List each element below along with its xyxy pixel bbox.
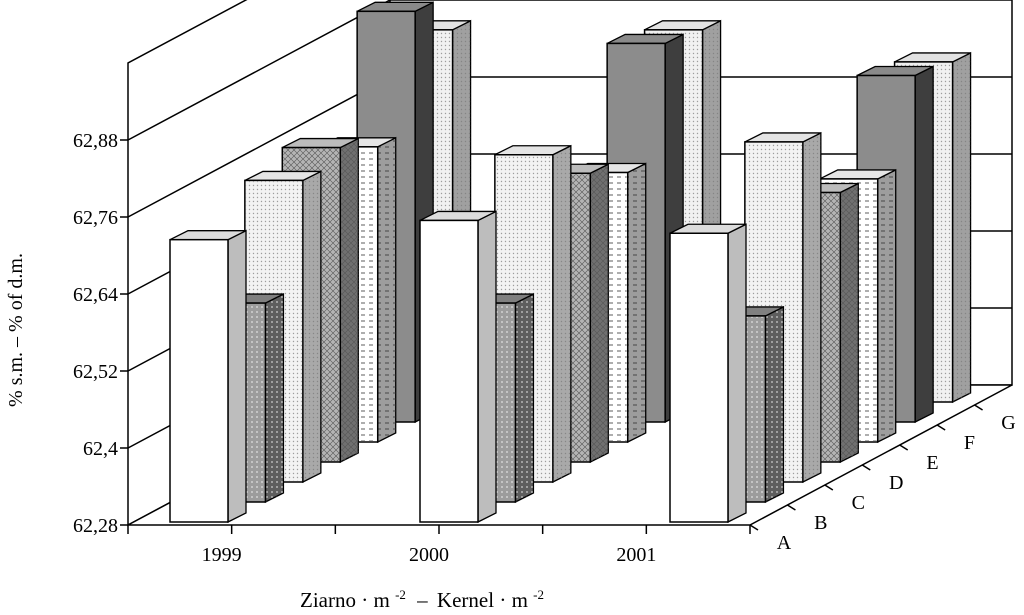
bar-side [477, 210, 497, 524]
depth-tick [749, 524, 759, 531]
bar [669, 223, 747, 524]
bar-front [169, 238, 229, 523]
x-axis-label-part2: Kernel [437, 588, 494, 612]
bar-side-pattern [265, 294, 284, 502]
x-axis-label-unit1: m [373, 588, 389, 612]
x-axis-label: Ziarno · m -2 – Kernel · m -2 [300, 580, 544, 612]
bar-side-pattern [377, 137, 396, 443]
bar-side-pattern [765, 306, 784, 502]
bar-side [727, 223, 747, 524]
depth-tick-label: B [814, 512, 827, 534]
bars [169, 1, 972, 524]
y-tick-label: 62,88 [73, 130, 118, 152]
bar-side-pattern [302, 171, 321, 482]
x-axis-label-exp2: -2 [533, 587, 544, 602]
x-tick-label: 1999 [202, 544, 242, 566]
bar-front [419, 219, 479, 523]
x-axis-label-part1: Ziarno [300, 588, 356, 612]
y-axis-label: % s.m. – % of d.m. [5, 253, 27, 407]
bar-side-pattern [340, 138, 359, 463]
bar-side-pattern [802, 132, 821, 482]
bar-front [669, 232, 729, 523]
x-tick-label: 2001 [616, 544, 656, 566]
bar [419, 210, 497, 524]
depth-tick-label: G [1001, 412, 1015, 434]
depth-tick-label: C [852, 492, 865, 514]
y-tick-label: 62,4 [83, 438, 118, 460]
bar-side-pattern [840, 183, 859, 462]
depth-tick [787, 504, 796, 511]
axes: 62,28 62,4 62,52 62,64 62,76 62,88 1999 2000 200… [73, 130, 1016, 566]
depth-tick-label: A [777, 532, 792, 554]
x-axis-label-dot2: · [499, 588, 506, 612]
depth-tick [861, 464, 871, 471]
y-tick-label: 62,64 [73, 284, 118, 306]
depth-tick [824, 484, 834, 491]
depth-tick-label: D [889, 472, 903, 494]
bar-side-pattern [552, 145, 571, 482]
x-axis-label-unit2: m [512, 588, 528, 612]
x-tick-label: 2000 [409, 544, 449, 566]
bar-side [227, 229, 247, 524]
bar-side [914, 65, 934, 424]
depth-tick [899, 444, 909, 451]
x-axis-label-exp1: -2 [395, 587, 406, 602]
gridline [127, 0, 1012, 141]
bar-side-pattern [515, 294, 534, 502]
y-tick-label: 62,28 [73, 515, 118, 537]
depth-tick [974, 404, 983, 411]
depth-tick [936, 424, 946, 431]
y-tick-label: 62,76 [73, 207, 118, 229]
bar-side-pattern [952, 52, 971, 403]
depth-tick-label: F [964, 432, 975, 454]
bar-side-pattern [627, 163, 646, 442]
depth-tick-label: E [926, 452, 938, 474]
bar [169, 229, 247, 524]
x-axis-label-sep: – [416, 588, 428, 612]
bar-side-pattern [877, 169, 896, 442]
x-axis-label-dot1: · [361, 588, 368, 612]
bar-side-pattern [590, 164, 609, 462]
y-tick-label: 62,52 [73, 361, 118, 383]
